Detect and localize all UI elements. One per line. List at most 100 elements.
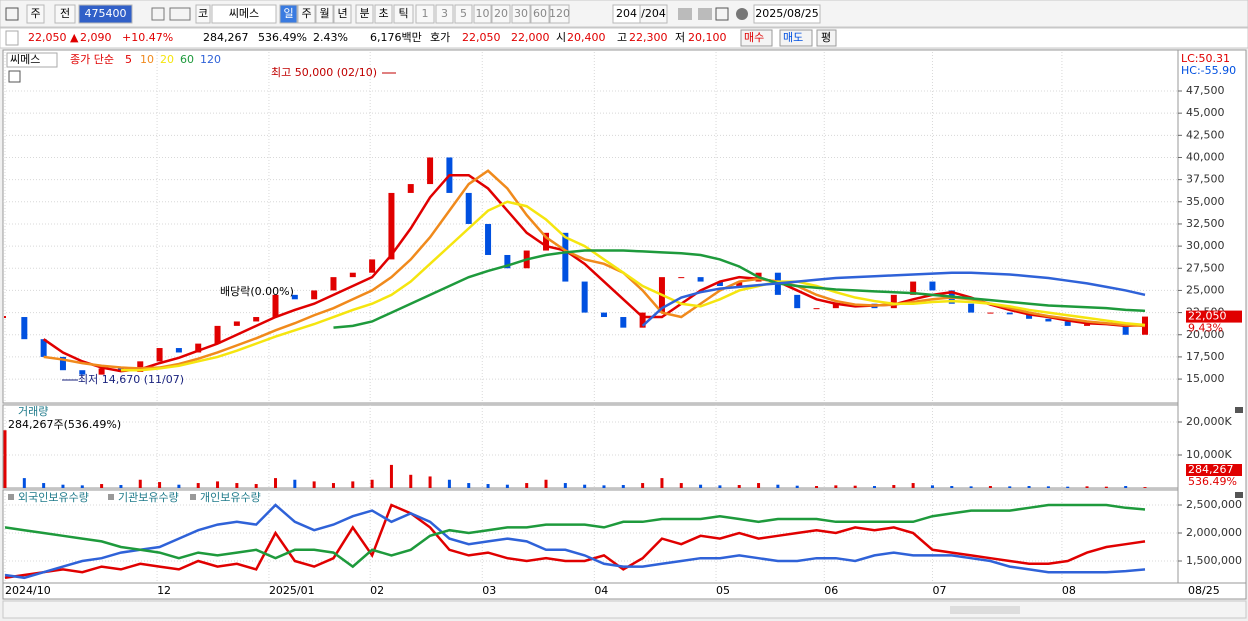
toolbar-button[interactable] <box>435 4 454 24</box>
toolbar-button[interactable] <box>195 4 211 24</box>
quote-field: 저 <box>675 31 685 44</box>
candle <box>736 281 743 286</box>
toolbar-label[interactable]: 1 <box>422 7 429 20</box>
icon[interactable] <box>698 8 712 20</box>
volume-bar <box>196 483 200 488</box>
toolbar-button[interactable] <box>549 4 570 24</box>
toolbar-button[interactable] <box>530 4 550 24</box>
toolbar-button[interactable] <box>511 4 531 24</box>
volume-bar <box>100 484 104 488</box>
order-button[interactable] <box>740 29 773 47</box>
volume-bar <box>235 483 239 488</box>
toolbar-button[interactable] <box>454 4 473 24</box>
quote-field: 6,176백만 <box>370 31 422 44</box>
toolbar-label[interactable]: 틱 <box>398 7 408 20</box>
x-tick-label: 06 <box>824 584 838 597</box>
volume-bar <box>679 483 683 488</box>
toolbar-label[interactable]: 475400 <box>85 7 127 20</box>
volume-bar <box>795 485 799 488</box>
toolbar-button[interactable] <box>78 4 133 24</box>
legend-entry: 기관보유수량 <box>118 491 179 504</box>
toolbar-label[interactable]: 년 <box>337 7 347 20</box>
legend-entry: 120 <box>200 53 221 66</box>
scroll-thumb[interactable] <box>950 606 1020 614</box>
candle <box>137 361 144 372</box>
toolbar-icons <box>5 7 1243 614</box>
save-icon[interactable] <box>715 7 729 21</box>
toolbar-button[interactable] <box>491 4 511 24</box>
volume-bar <box>563 483 567 488</box>
toolbar-label[interactable]: 주 <box>301 7 311 20</box>
y-tick-label: 1,500,000 <box>1186 554 1242 567</box>
toolbar-button[interactable] <box>639 4 668 24</box>
toolbar-label[interactable]: 씨메스 <box>229 7 259 20</box>
toolbar-label[interactable]: 월 <box>319 7 329 20</box>
quote-field: 284,267 <box>203 31 249 44</box>
volume-bar <box>254 484 258 488</box>
annotation: 최저 14,670 (11/07) <box>78 373 184 386</box>
toolbar-button[interactable] <box>753 4 821 24</box>
toolbar-label[interactable]: 일 <box>283 6 293 20</box>
volume-bar <box>158 482 162 488</box>
toolbar-label[interactable]: 주 <box>30 7 40 20</box>
toolbar-button[interactable] <box>473 4 492 24</box>
sound-icon[interactable] <box>169 7 191 21</box>
order-button[interactable] <box>779 29 813 47</box>
toolbar-button[interactable] <box>415 4 435 24</box>
toolbar-label[interactable]: 초 <box>378 7 388 20</box>
quote-field[interactable]: 매수 <box>744 31 764 44</box>
settings-icon[interactable] <box>736 8 748 20</box>
toolbar-label[interactable]: 10 <box>476 7 490 20</box>
y-tick-label: 27,500 <box>1186 261 1225 274</box>
quote-field: 22,300 <box>629 31 668 44</box>
volume-bar <box>467 483 471 488</box>
toolbar-label[interactable]: 분 <box>359 7 369 20</box>
toolbar-label[interactable]: 204 <box>616 7 637 20</box>
quote-field: 2.43% <box>313 31 348 44</box>
toolbar-label[interactable]: 3 <box>441 7 448 20</box>
candle <box>794 294 801 309</box>
toolbar-button[interactable] <box>374 4 393 24</box>
last-price: 22,050 <box>1188 310 1227 323</box>
toolbar-button[interactable] <box>355 4 374 24</box>
toolbar-label[interactable]: 코 <box>198 7 208 20</box>
ma-line <box>42 173 1146 373</box>
legend-box <box>6 52 58 68</box>
toolbar-button[interactable] <box>297 4 316 24</box>
candle <box>832 303 839 309</box>
toolbar-label[interactable]: 전 <box>60 7 70 20</box>
toolbar-label[interactable]: 60 <box>533 7 547 20</box>
toolbar-button[interactable] <box>333 4 352 24</box>
table-icon[interactable] <box>8 70 21 83</box>
toolbar-button[interactable] <box>211 4 277 24</box>
panel-btn[interactable] <box>1235 407 1243 413</box>
toolbar-button[interactable] <box>26 4 45 24</box>
quote-field[interactable]: 평 <box>821 31 831 44</box>
legend-entry: 10 <box>140 53 154 66</box>
search-icon[interactable] <box>151 7 165 21</box>
quote-field[interactable]: 매도 <box>783 31 803 44</box>
toolbar-button[interactable] <box>393 4 414 24</box>
panel-btn[interactable] <box>1235 492 1243 498</box>
volume-bar <box>950 486 954 488</box>
toolbar-label[interactable]: 20 <box>494 7 508 20</box>
icon[interactable] <box>678 8 692 20</box>
order-button[interactable] <box>816 29 837 47</box>
candle <box>349 272 356 278</box>
toolbar-label[interactable]: 30 <box>514 7 528 20</box>
toolbar-button[interactable] <box>315 4 334 24</box>
toolbar-label[interactable]: 2025/08/25 <box>755 7 818 20</box>
x-tick-label: 04 <box>594 584 608 597</box>
toolbar-label[interactable]: /204 <box>641 7 666 20</box>
toolbar-button[interactable] <box>54 4 76 24</box>
volume-bar <box>988 486 992 488</box>
toolbar-label[interactable]: 120 <box>549 7 570 20</box>
icon[interactable] <box>5 7 19 21</box>
toolbar-label[interactable]: 5 <box>460 7 467 20</box>
candle <box>620 317 627 328</box>
candle <box>427 157 434 185</box>
toolbar-button[interactable] <box>279 4 298 24</box>
quote-field: 20,100 <box>688 31 727 44</box>
volume-bar <box>1143 487 1147 488</box>
y-tick-label: 20,000 <box>1186 328 1225 341</box>
